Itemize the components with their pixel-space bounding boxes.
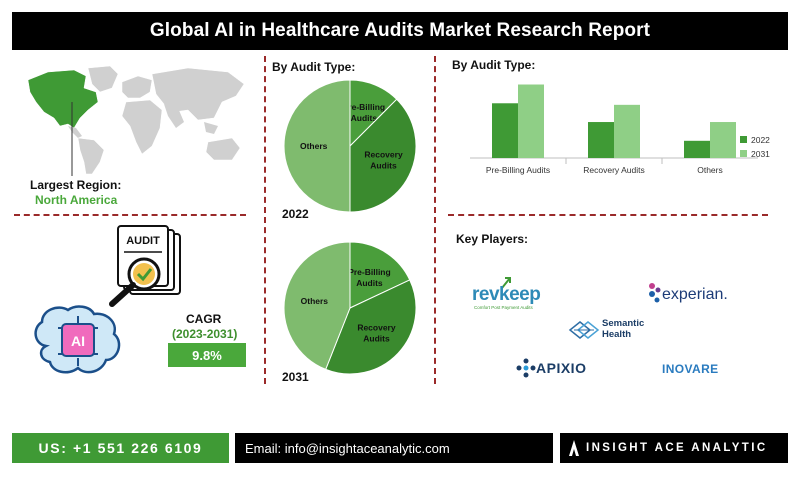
footer-email-text: Email: info@insightaceanalytic.com <box>245 440 450 456</box>
divider-left-horizontal <box>14 214 246 216</box>
legend-swatch-2022 <box>740 136 747 143</box>
pie-2022-label-2: Others <box>300 141 328 151</box>
legend-label-2022: 2022 <box>751 135 770 145</box>
pie-chart-2031: Pre-Billing Audits Recovery Audits Others <box>283 241 417 375</box>
divider-right-horizontal <box>448 214 768 216</box>
experian-dots-icon <box>649 283 661 303</box>
bar-2022-0 <box>492 103 518 158</box>
pie-chart-2022: Pre-Billing Audits Recovery Audits Others <box>283 79 417 213</box>
bar-2031-0 <box>518 84 544 158</box>
largest-region-label: Largest Region: <box>30 178 122 192</box>
legend-label-2031: 2031 <box>751 149 770 159</box>
page-title: Global AI in Healthcare Audits Market Re… <box>149 20 651 41</box>
ai-brain-icon: AI <box>34 305 121 374</box>
footer-brand-text: INSIGHT ACE ANALYTIC <box>586 442 768 454</box>
largest-region-value: North America <box>35 193 118 207</box>
bar-2031-2 <box>710 122 736 158</box>
pie-2031-slice-0 <box>349 241 411 309</box>
title-bar: Global AI in Healthcare Audits Market Re… <box>12 12 788 50</box>
pie-2031-label-1: Recovery Audits <box>357 322 396 343</box>
experian-name: experian. <box>662 286 728 303</box>
pie-2022-label-0: Pre-Billing Audits <box>343 102 386 123</box>
ai-icon-text: AI <box>71 333 85 349</box>
pie-2022-year: 2022 <box>282 207 309 221</box>
revkeep-arrow-icon <box>501 277 511 289</box>
bar-category-label-1: Recovery Audits <box>583 165 644 175</box>
key-players-label: Key Players: <box>456 232 529 246</box>
inovare-name: INOVARE <box>662 362 719 376</box>
pie-2031-label-2: Others <box>301 296 329 306</box>
pie-2031-label-0: Pre-Billing Audits <box>348 267 391 288</box>
revkeep-logo: revkeep Comfort Post Payment Audits <box>472 277 562 312</box>
insight-ace-logo-icon <box>569 440 579 456</box>
bar-category-label-2: Others <box>697 165 723 175</box>
bar-2022-2 <box>684 140 710 158</box>
footer-email[interactable]: Email: info@insightaceanalytic.com <box>235 433 553 463</box>
bar-chart: Pre-Billing Audits Recovery Audits Others 2… <box>470 84 770 175</box>
divider-right <box>434 56 436 384</box>
divider-left <box>264 56 266 384</box>
pie-section-label: By Audit Type: <box>272 60 356 74</box>
pie-2031-slice-2 <box>283 241 351 371</box>
footer-phone-text: US: +1 551 226 6109 <box>38 440 203 456</box>
footer-phone[interactable]: US: +1 551 226 6109 <box>12 433 229 463</box>
legend-swatch-2031 <box>740 150 747 157</box>
world-map <box>27 65 245 176</box>
bar-category-label-0: Pre-Billing Audits <box>486 165 550 175</box>
semantic-health-logo: Semantic Health <box>568 318 668 342</box>
cagr-label: CAGR <box>186 312 222 326</box>
bar-section-label: By Audit Type: <box>452 58 536 72</box>
bar-2031-1 <box>614 104 640 158</box>
experian-logo: experian. <box>648 282 748 310</box>
revkeep-tagline: Comfort Post Payment Audits <box>474 305 533 310</box>
pie-2022-slice-1 <box>349 98 417 213</box>
cagr-value: 9.8% <box>192 347 222 363</box>
semantic-health-name: Semantic Health <box>602 318 645 340</box>
pie-2031-slice-1 <box>325 279 417 375</box>
revkeep-name: revkeep <box>472 284 541 305</box>
pie-2022-label-1: Recovery Audits <box>364 149 403 170</box>
cagr-value-box: 9.8% <box>168 343 246 367</box>
pie-2031-year: 2031 <box>282 370 309 384</box>
apixio-logo: APIXIO <box>516 358 596 380</box>
cagr-period: (2023-2031) <box>172 327 238 341</box>
inovare-logo: INOVARE <box>662 362 742 378</box>
apixio-name: APIXIO <box>536 360 587 376</box>
audit-icon-text: AUDIT <box>126 235 160 247</box>
pie-2022-slice-2 <box>283 79 351 213</box>
semantic-health-icon <box>568 321 600 339</box>
north-america-highlight <box>27 69 99 129</box>
bar-2022-1 <box>588 122 614 158</box>
footer-brand: INSIGHT ACE ANALYTIC <box>560 433 788 463</box>
apixio-icon <box>516 358 536 378</box>
audit-document-icon: AUDIT <box>109 225 181 307</box>
